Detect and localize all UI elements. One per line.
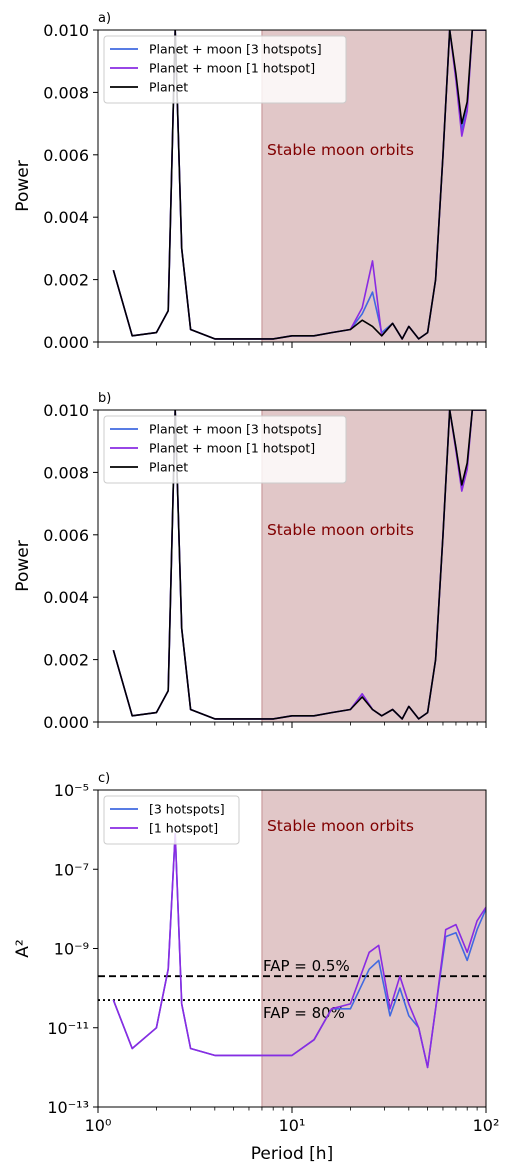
y-tick-label: 10⁻¹³	[47, 1098, 89, 1117]
series-line	[112, 832, 486, 1069]
legend-entry: [3 hotspots]	[149, 802, 225, 817]
legend-box	[103, 35, 347, 104]
legend-entry: [1 hotspot]	[149, 821, 218, 836]
y-tick-label: 0.004	[43, 588, 89, 607]
legend-entry: Planet	[149, 80, 188, 95]
series-line	[112, 410, 486, 720]
y-tick-label: 0.000	[43, 713, 89, 732]
panel-label: a)	[98, 11, 111, 26]
panel-label: b)	[98, 391, 111, 406]
y-tick-label: 0.002	[43, 651, 89, 670]
series-line	[112, 30, 486, 340]
stable-orbits-label: Stable moon orbits	[267, 141, 414, 159]
legend-entry: Planet + moon [3 hotspots]	[149, 422, 322, 437]
panel-a: 0.000 0.002 0.004 0.006 0.008 0.010 a) Power Sta…	[13, 11, 487, 352]
legend-entry: Planet + moon [1 hotspot]	[149, 61, 315, 76]
y-tick-label: 0.010	[43, 401, 89, 420]
stable-orbits-label: Stable moon orbits	[267, 817, 414, 835]
y-tick-label: 0.008	[43, 463, 89, 482]
stable-orbits-label: Stable moon orbits	[267, 521, 414, 539]
legend-entry: Planet + moon [3 hotspots]	[149, 42, 322, 57]
y-tick-label: 10⁻⁵	[54, 781, 89, 800]
y-tick-label: 0.000	[43, 333, 89, 352]
y-axis-label: A²	[13, 939, 33, 957]
y-axis-label: Power	[13, 540, 33, 591]
x-axis-label: Period [h]	[251, 1144, 333, 1164]
y-tick-label: 0.010	[43, 21, 89, 40]
panel-b: 0.000 0.002 0.004 0.006 0.008 0.010 b) Power Sta…	[13, 391, 487, 732]
legend-box	[103, 415, 347, 484]
y-tick-label: 10⁻⁷	[54, 860, 89, 879]
x-tick-label: 10¹	[279, 1116, 306, 1135]
y-tick-label: 10⁻⁹	[54, 940, 89, 959]
x-tick-label: 10²	[473, 1116, 500, 1135]
x-tick-label: 10⁰	[85, 1116, 112, 1135]
fap-80-label: FAP = 80%	[263, 1004, 345, 1022]
y-tick-label: 0.006	[43, 146, 89, 165]
legend-entry: Planet	[149, 460, 188, 475]
y-tick-label: 10⁻¹¹	[47, 1019, 89, 1038]
y-tick-label: 0.008	[43, 83, 89, 102]
y-tick-label: 0.006	[43, 526, 89, 545]
y-tick-label: 0.004	[43, 208, 89, 227]
legend-entry: Planet + moon [1 hotspot]	[149, 441, 315, 456]
legend-box	[103, 795, 240, 845]
fap-05-label: FAP = 0.5%	[263, 957, 350, 975]
panel-label: c)	[98, 771, 110, 786]
series-group	[112, 410, 486, 720]
series-group	[112, 30, 486, 340]
y-axis-label: Power	[13, 160, 33, 211]
legend: Planet + moon [3 hotspots] Planet + moon …	[103, 415, 347, 484]
legend: Planet + moon [3 hotspots] Planet + moon …	[103, 35, 347, 104]
legend: [3 hotspots] [1 hotspot]	[103, 795, 240, 845]
series-group	[112, 832, 486, 1069]
y-tick-label: 0.002	[43, 271, 89, 290]
panel-c: FAP = 0.5% FAP = 80% 10⁻¹³ 10⁻¹¹ 10⁻⁹ 10⁻⁷ 10⁻…	[13, 771, 499, 1135]
